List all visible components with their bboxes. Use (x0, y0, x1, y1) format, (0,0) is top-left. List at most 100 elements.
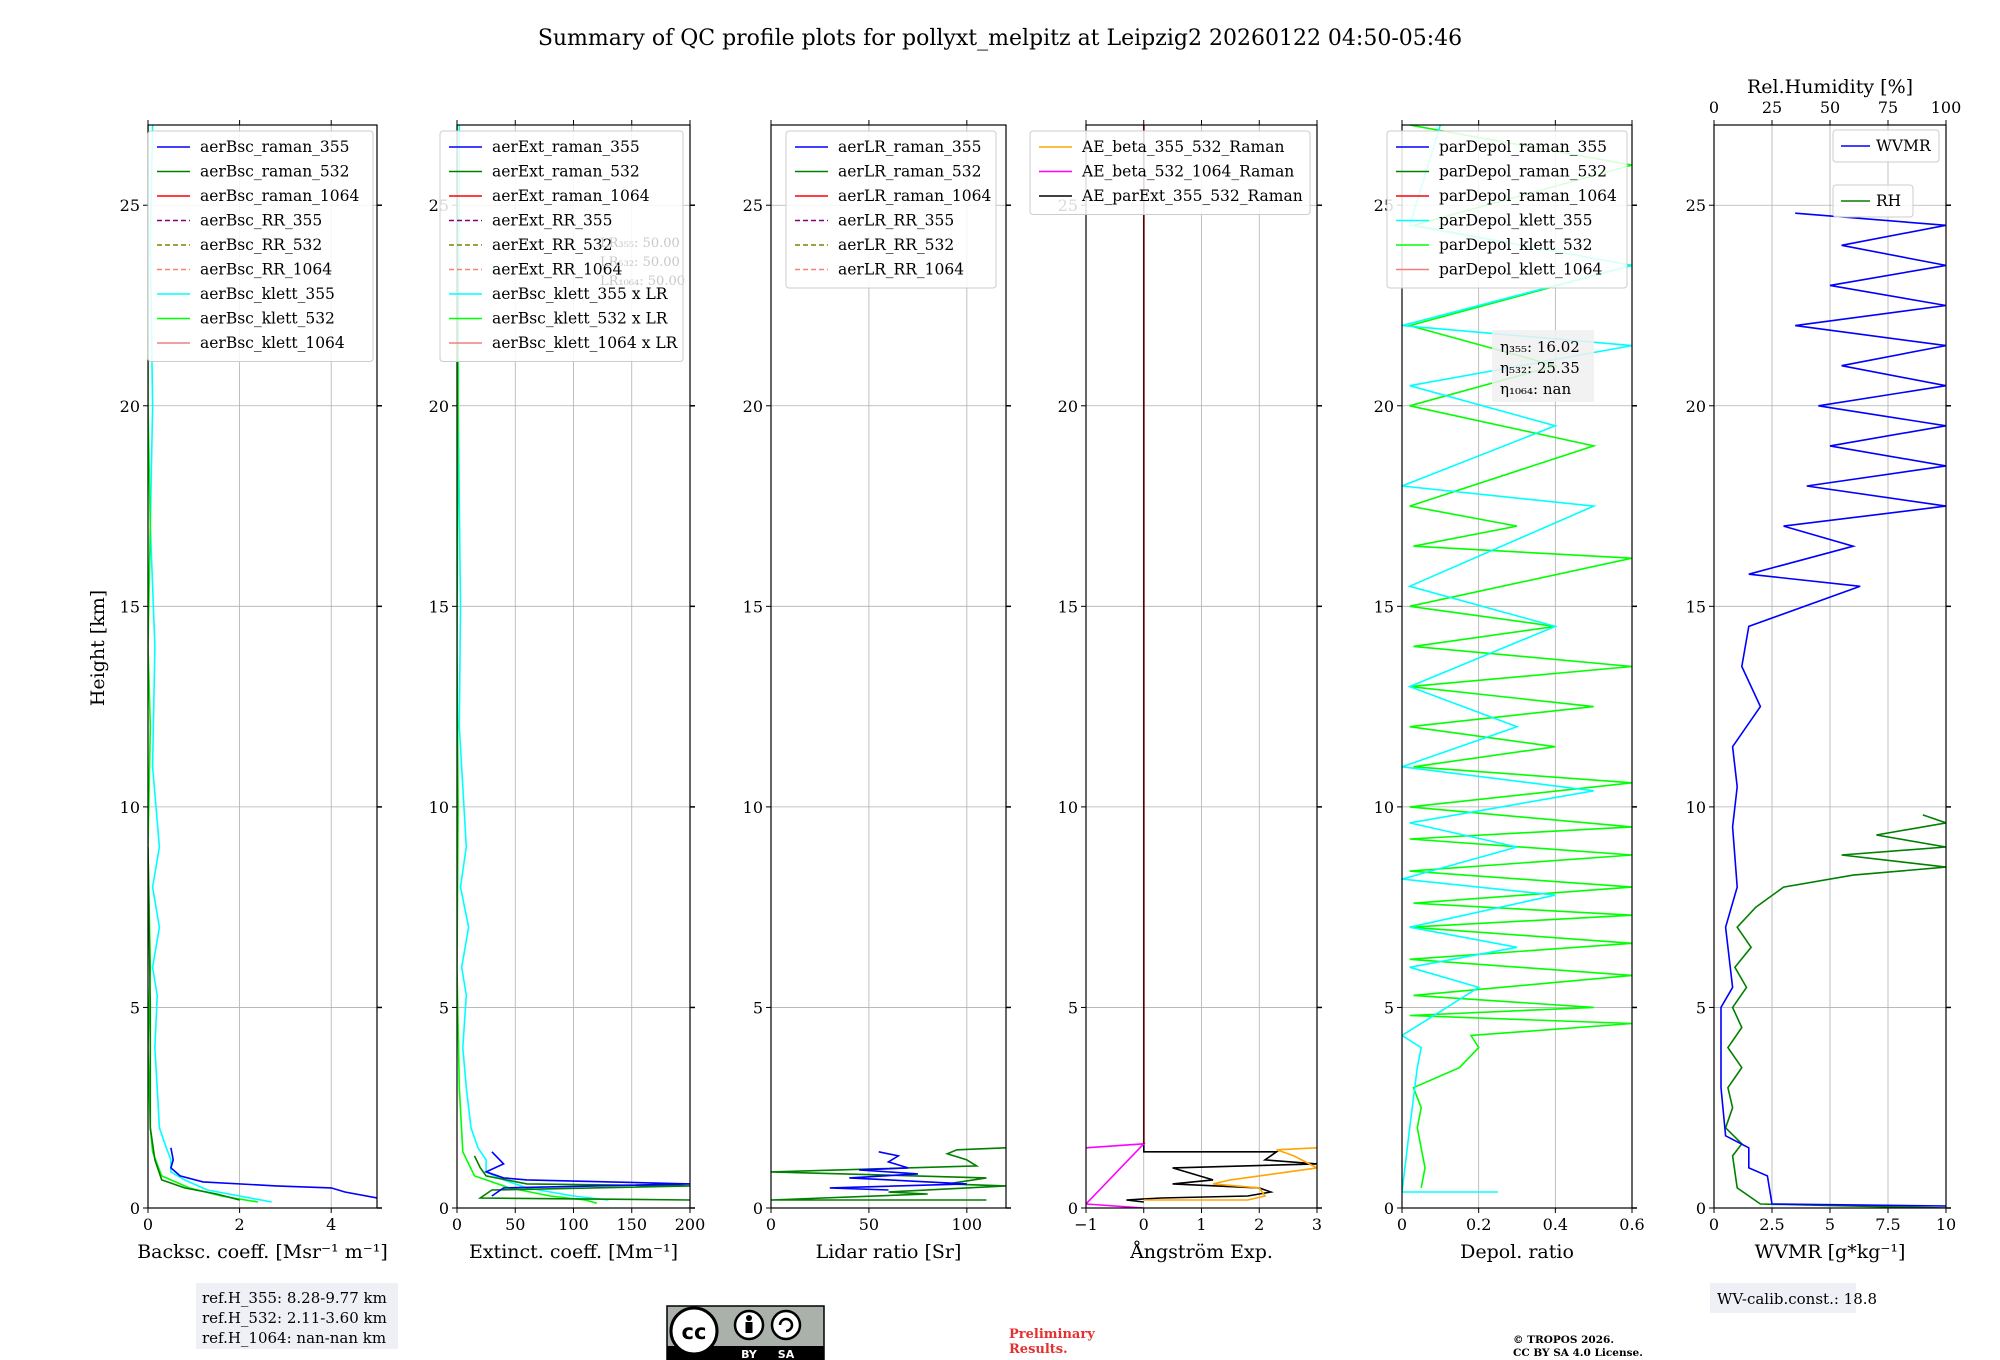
sa-share-alike-icon (770, 1309, 802, 1341)
legend-label: aerBsc_raman_1064 (200, 187, 360, 205)
x-tick-label: 0 (143, 1215, 153, 1234)
eta-line: η₃₅₅: 16.02 (1500, 338, 1580, 356)
top-x-tick-label: 75 (1878, 98, 1898, 117)
lidar-ratio-note: LR₃₅₅: 50.00 LR₅₃₂: 50.00 LR₁₀₆₄: 50.00 (600, 236, 685, 289)
panel-backscatter: 0 2 4 0 5 10 15 20 25 Backsc. coeff. [Msr⁻¹ m⁻¹] a… (120, 120, 388, 1263)
series-line-aerLR_raman_532 (771, 1147, 1006, 1201)
y-tick-label: 10 (1374, 798, 1394, 817)
x-tick-label: 50 (505, 1215, 525, 1234)
x-axis-label: Extinct. coeff. [Mm⁻¹] (469, 1241, 678, 1263)
x-tick-label: 100 (952, 1215, 983, 1234)
y-tick-label: 10 (1058, 798, 1078, 817)
y-tick-label: 15 (1058, 597, 1078, 616)
x-tick-label: 0 (1397, 1215, 1407, 1234)
x-tick-label: 1 (1196, 1215, 1206, 1234)
series-group (1086, 125, 1317, 1208)
y-tick-label: 10 (429, 798, 449, 817)
x-tick-label: 5 (1825, 1215, 1835, 1234)
legend-label: aerLR_raman_1064 (838, 187, 991, 205)
legend-box (1386, 130, 1628, 289)
panel-lidar_ratio: 0 50 100 0 5 10 15 20 25 Lidar ratio [Sr] aerLR_ra… (743, 120, 1011, 1263)
y-tick-label: 5 (1068, 998, 1078, 1017)
ref-height-line: ref.H_532: 2.11-3.60 km (202, 1309, 387, 1327)
legend-box (1832, 184, 1914, 218)
y-tick-label: 10 (743, 798, 763, 817)
y-tick-label: 0 (439, 1199, 449, 1218)
series-line-aerBsc_raman_532 (148, 846, 240, 1201)
series-line-AE_beta_355_532_Raman (1143, 1147, 1317, 1201)
x-tick-label: 0.6 (1619, 1215, 1644, 1234)
y-tick-label: 25 (1686, 196, 1706, 215)
legend-label: aerBsc_klett_532 (200, 310, 335, 328)
eta-line: η₁₀₆₄: nan (1500, 380, 1571, 398)
legend-label: aerBsc_klett_355 (200, 285, 335, 303)
x-axis-label: Backsc. coeff. [Msr⁻¹ m⁻¹] (137, 1241, 388, 1263)
cc-logo-icon (669, 1306, 719, 1356)
top-x-tick-label: 100 (1931, 98, 1962, 117)
y-tick-label: 25 (743, 196, 763, 215)
legend-label: aerBsc_RR_1064 (200, 261, 332, 279)
series-group (771, 1147, 1006, 1201)
legend-label: aerExt_raman_532 (492, 163, 640, 181)
legend-label: aerBsc_klett_532 x LR (492, 310, 669, 328)
legend-box (1029, 130, 1311, 215)
top-x-tick-label: 50 (1820, 98, 1840, 117)
legend-label: aerBsc_klett_1064 x LR (492, 334, 679, 352)
series-line-RH (1724, 814, 1946, 1208)
legend-label: aerBsc_raman_532 (200, 163, 350, 181)
series-line-aerBsc_klett_355 (149, 125, 272, 1203)
legend-label: aerBsc_RR_532 (200, 236, 322, 254)
panel-angstrom: −101230510152025Ångström Exp.AE_beta_355… (1029, 120, 1322, 1263)
series-line-AE_parExt_355_532_Raman (1126, 125, 1317, 1203)
y-tick-label: 15 (429, 597, 449, 616)
series-line-parDepol_klett_532 (1406, 125, 1632, 1189)
preliminary-line: Preliminary (1009, 1327, 1095, 1342)
legend-label: aerBsc_raman_355 (200, 138, 350, 156)
y-tick-label: 15 (1374, 597, 1394, 616)
y-tick-label: 20 (1374, 397, 1394, 416)
series-group (1720, 212, 1946, 1208)
legend-box (1832, 129, 1940, 163)
wv-calib-text: WV-calib.const.: 18.8 (1717, 1290, 1877, 1308)
legend: RH (1832, 184, 1914, 218)
y-tick-label: 5 (753, 998, 763, 1017)
series-group (148, 125, 377, 1203)
legend-label: RH (1876, 192, 1901, 210)
legend-label: aerLR_RR_1064 (838, 261, 964, 279)
copyright-line: © TROPOS 2026. (1513, 1334, 1614, 1346)
x-axis-label: Lidar ratio [Sr] (816, 1241, 962, 1263)
top-x-tick-label: 0 (1709, 98, 1719, 117)
eta-line: η₅₃₂: 25.35 (1500, 359, 1580, 377)
legend: AE_beta_355_532_Raman AE_beta_532_1064_Ra… (1029, 130, 1311, 215)
legend: aerBsc_raman_355 aerBsc_raman_532 aerBsc_r… (147, 130, 374, 362)
legend-box (147, 130, 374, 362)
figure-ylabel: Height [km] (87, 590, 109, 706)
lidar-ratio-note-line: LR₁₀₆₄: 50.00 (600, 274, 685, 289)
y-tick-label: 0 (1384, 1199, 1394, 1218)
eta-annotation: η₃₅₅: 16.02 η₅₃₂: 25.35 η₁₀₆₄: nan (1492, 330, 1594, 402)
legend-label: aerLR_RR_532 (838, 236, 954, 254)
y-tick-label: 5 (439, 998, 449, 1017)
legend-label: parDepol_klett_355 (1439, 212, 1592, 230)
x-tick-label: 200 (675, 1215, 706, 1234)
x-tick-label: 10 (1936, 1215, 1956, 1234)
y-tick-label: 5 (1384, 998, 1394, 1017)
x-tick-label: 0 (1709, 1215, 1719, 1234)
legend-label: parDepol_klett_1064 (1439, 261, 1602, 279)
y-tick-label: 15 (120, 597, 140, 616)
legend: parDepol_raman_355 parDepol_raman_532 parD… (1386, 130, 1628, 289)
legend-box (439, 130, 684, 362)
x-axis-label: Depol. ratio (1460, 1241, 1574, 1263)
y-tick-label: 0 (130, 1199, 140, 1218)
legend-label: AE_parExt_355_532_Raman (1081, 187, 1303, 205)
series-line-aerLR_raman_355 (829, 1151, 967, 1191)
legend-label: aerBsc_RR_355 (200, 212, 322, 230)
legend: WVMR (1832, 129, 1940, 163)
y-tick-label: 20 (429, 397, 449, 416)
lidar-ratio-note-line: LR₅₃₂: 50.00 (600, 255, 680, 270)
x-tick-label: 0 (766, 1215, 776, 1234)
preliminary-line: Results. (1009, 1342, 1068, 1357)
y-tick-label: 20 (743, 397, 763, 416)
y-tick-label: 20 (1686, 397, 1706, 416)
